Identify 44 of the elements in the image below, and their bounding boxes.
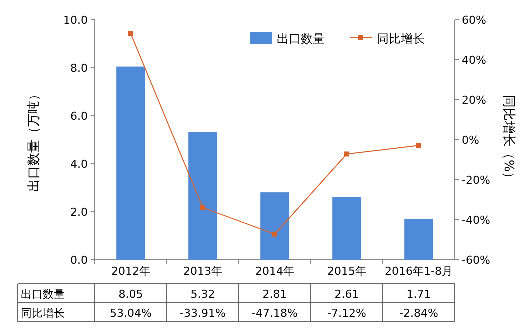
data-label: -2.84% bbox=[400, 307, 438, 320]
y2-tick-label: 20% bbox=[462, 94, 486, 107]
data-label: -47.18% bbox=[252, 307, 298, 320]
x-tick-label: 2015年 bbox=[328, 265, 366, 278]
point bbox=[272, 232, 278, 237]
text: 出口数量 bbox=[21, 288, 65, 301]
point bbox=[416, 143, 422, 148]
point bbox=[344, 152, 350, 157]
legend-label: 出口数量 bbox=[277, 32, 325, 46]
y-tick-label: 10.0 bbox=[64, 14, 88, 27]
data-label: 2.81 bbox=[262, 288, 288, 301]
x-tick-label: 2014年 bbox=[256, 265, 294, 278]
x-tick-label: 2012年 bbox=[112, 265, 150, 278]
y-tick-label: 4.0 bbox=[70, 158, 88, 171]
bar bbox=[404, 218, 434, 260]
y2-tick-label: 60% bbox=[462, 14, 486, 27]
text: 同比增长 bbox=[21, 307, 65, 320]
bar bbox=[116, 66, 146, 260]
x-tick-label: 2013年 bbox=[184, 265, 222, 278]
bar bbox=[188, 132, 218, 260]
y-tick-label: 2.0 bbox=[70, 206, 88, 219]
y2-axis-title: 同比增长（%） bbox=[501, 94, 516, 186]
y-tick-label: 8.0 bbox=[70, 62, 88, 75]
data-label: 53.04% bbox=[110, 307, 152, 320]
data-label: -7.12% bbox=[328, 307, 366, 320]
y-axis-title: 出口数量（万吨） bbox=[27, 88, 42, 192]
data-label: 5.32 bbox=[190, 288, 216, 301]
x-tick-label: 2016年1-8月 bbox=[385, 265, 453, 278]
y2-tick-label: 0% bbox=[462, 134, 480, 147]
y2-tick-label: -60% bbox=[462, 254, 490, 267]
y-tick-label: 0.0 bbox=[70, 254, 88, 267]
data-label: 2.61 bbox=[334, 288, 360, 301]
y2-tick-label: -20% bbox=[462, 174, 490, 187]
data-label: 8.05 bbox=[118, 288, 144, 301]
y-tick-label: 6.0 bbox=[70, 110, 88, 123]
data-label: -33.91% bbox=[180, 307, 226, 320]
data-label: 1.71 bbox=[406, 288, 432, 301]
y2-tick-label: 40% bbox=[462, 54, 486, 67]
bar bbox=[260, 192, 290, 260]
bar bbox=[332, 197, 362, 260]
point bbox=[128, 31, 134, 36]
y2-tick-label: -40% bbox=[462, 214, 490, 227]
legend-label: 同比增长 bbox=[377, 32, 425, 46]
point bbox=[200, 205, 206, 210]
